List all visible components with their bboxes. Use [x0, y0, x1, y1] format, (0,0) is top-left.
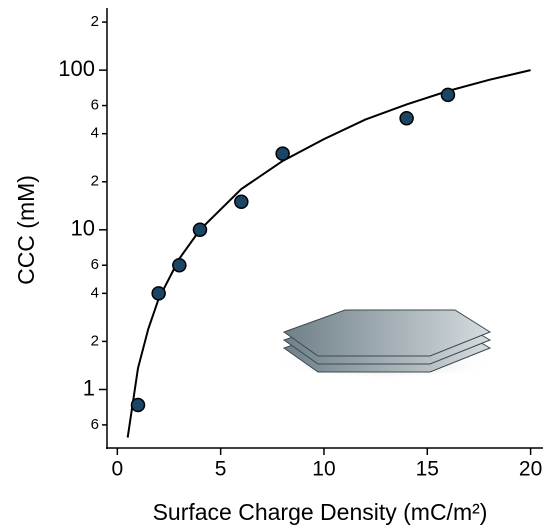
- y-tick-label: 1: [83, 375, 95, 400]
- y-tick-label: 100: [58, 56, 95, 81]
- data-point: [192, 222, 208, 238]
- y-tick-label: 2: [91, 332, 99, 349]
- data-point: [399, 110, 414, 126]
- fit-curve: [126, 69, 531, 438]
- data-point: [151, 286, 166, 301]
- inset-illustration: [275, 309, 495, 379]
- x-tick-label: 20: [519, 458, 542, 481]
- y-tick-label: 2: [91, 13, 99, 30]
- y-tick-label: 6: [91, 416, 99, 433]
- data-point: [440, 87, 456, 103]
- data-point: [172, 257, 187, 273]
- y-tick-label: 6: [91, 97, 99, 114]
- x-tick-label: 15: [416, 458, 439, 481]
- y-axis-label: CCC (mM): [13, 175, 39, 285]
- x-axis-label: Surface Charge Density (mC/m²): [153, 499, 488, 525]
- y-tick-label: 6: [91, 256, 99, 273]
- y-tick-label: 4: [91, 284, 99, 301]
- x-tick-label: 10: [312, 458, 335, 481]
- y-tick-label: 4: [91, 125, 99, 142]
- data-point: [275, 146, 290, 161]
- y-tick-label: 10: [71, 216, 95, 241]
- x-tick-label: 0: [111, 458, 123, 481]
- x-tick-label: 5: [215, 458, 227, 481]
- y-tick-label: 2: [91, 173, 99, 190]
- data-point: [234, 194, 249, 209]
- data-point: [130, 397, 146, 413]
